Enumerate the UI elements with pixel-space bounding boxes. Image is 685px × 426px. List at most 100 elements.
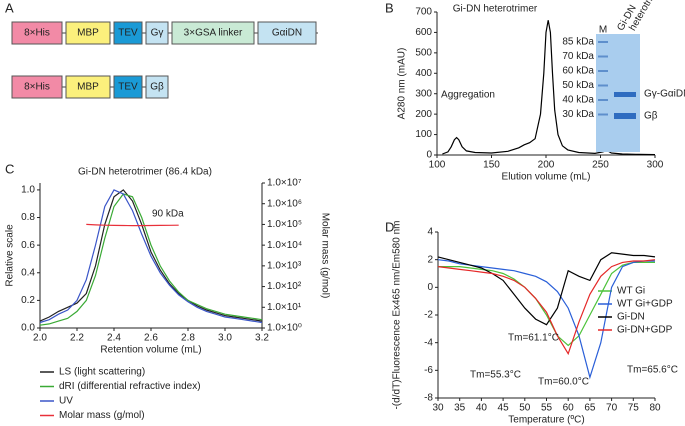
y2-tick-label: 1.0×10⁷ [267, 178, 302, 189]
lane-label: heterotrimer [627, 0, 664, 33]
marker-band [598, 99, 608, 101]
x-tick-label: 75 [628, 403, 640, 414]
annotation: Tm=65.6°C [627, 365, 678, 376]
legend-label: UV [59, 396, 73, 407]
data-line [39, 189, 263, 322]
data-line [39, 193, 263, 326]
x-tick-label: 2.4 [107, 333, 121, 344]
legend-label: WT Gi [617, 286, 645, 297]
annotation: Tm=61.1°C [508, 333, 559, 344]
panel-label: D [385, 219, 394, 234]
legend-label: LS (light scattering) [59, 367, 145, 378]
construct-box [145, 21, 169, 45]
y-tick-label: 0 [426, 150, 432, 161]
y-tick-label: 0.4 [21, 267, 35, 278]
data-line [442, 20, 656, 156]
legend-label: WT Gi+GDP [617, 299, 673, 310]
marker-band [598, 55, 608, 58]
y2-axis-label: Molar mass (g/mol) [319, 213, 330, 299]
construct-label: TEV [118, 82, 138, 93]
x-tick-label: 55 [541, 403, 553, 414]
x-tick-label: 150 [483, 160, 500, 171]
marker-band [598, 113, 608, 116]
x-axis-label: Elution volume (mL) [502, 172, 591, 183]
y-tick-label: 100 [415, 129, 432, 140]
marker-label: 50 kDa [562, 80, 594, 91]
x-tick-label: 65 [584, 403, 596, 414]
construct-box [113, 21, 143, 45]
annotation: 90 kDa [152, 209, 184, 220]
y-tick-label: 200 [415, 109, 432, 120]
x-tick-label: 3.2 [255, 333, 269, 344]
x-tick-label: 2.8 [181, 333, 195, 344]
x-tick-label: 60 [563, 403, 575, 414]
legend-label: Molar mass (g/mol) [59, 410, 145, 421]
construct-label: 8×His [24, 28, 50, 39]
annotation: Tm=60.0°C [538, 377, 589, 388]
y2-tick-label: 1.0×10¹ [267, 302, 302, 313]
y2-tick-label: 1.0×10⁵ [267, 219, 302, 230]
y2-tick-label: 1.0×10³ [267, 260, 302, 271]
y-tick-label: 0.0 [21, 323, 35, 334]
x-tick-label: 300 [647, 160, 664, 171]
construct-box [65, 75, 111, 99]
x-tick-label: 250 [592, 160, 609, 171]
x-tick-label: 50 [519, 403, 531, 414]
y-tick-label: 0.6 [21, 240, 35, 251]
construct-box [11, 75, 63, 99]
x-tick-label: 30 [432, 403, 444, 414]
construct-label: MBP [77, 82, 99, 93]
y-tick-label: -8 [424, 393, 433, 404]
y-axis-label: A280 nm (mAU) [397, 48, 408, 120]
annotation: Gi-DN heterotrimer [453, 4, 538, 15]
x-tick-label: 2.0 [33, 333, 47, 344]
construct-box [65, 21, 111, 45]
sample-band [614, 113, 636, 119]
y2-tick-label: 1.0×10⁰ [267, 323, 302, 334]
x-tick-label: 45 [498, 403, 510, 414]
data-line [438, 261, 655, 347]
data-line [86, 223, 179, 227]
construct-box [145, 75, 169, 99]
y-tick-label: 0.8 [21, 212, 35, 223]
x-tick-label: 70 [606, 403, 618, 414]
y-axis-label: -(d/dT)Fluorescence Ex465 nm/Em580 nm [392, 221, 403, 410]
marker-label: 60 kDa [562, 66, 594, 77]
sample-band [614, 92, 636, 97]
x-tick-label: 2.6 [144, 333, 158, 344]
y-tick-label: 700 [415, 7, 432, 18]
y-tick-label: 4 [427, 227, 433, 238]
data-line [39, 189, 263, 324]
y-tick-label: 2 [427, 254, 433, 265]
x-axis-label: Retention volume (mL) [100, 345, 201, 356]
y-tick-label: -6 [424, 365, 433, 376]
y-tick-label: 500 [415, 47, 432, 58]
annotation: Aggregation [441, 90, 495, 101]
y-tick-label: 600 [415, 27, 432, 38]
x-tick-label: 2.2 [70, 333, 84, 344]
x-tick-label: 100 [429, 160, 446, 171]
marker-band [598, 41, 608, 43]
x-tick-label: 80 [649, 403, 661, 414]
y-tick-label: 0 [427, 282, 433, 293]
construct-box [171, 21, 255, 45]
marker-band [598, 84, 608, 87]
construct-label: Gγ [151, 28, 164, 39]
y-axis-label: Relative scale [5, 224, 16, 287]
y2-tick-label: 1.0×10⁶ [267, 198, 302, 209]
y-tick-label: 300 [415, 88, 432, 99]
construct-box [257, 21, 317, 45]
construct-label: MBP [77, 28, 99, 39]
x-tick-label: 35 [454, 403, 466, 414]
construct-box [11, 21, 63, 45]
construct-box [113, 75, 143, 99]
y-tick-label: 400 [415, 68, 432, 79]
band-label: Gγ-GαiDN [644, 89, 685, 100]
legend-label: dRI (differential refractive index) [59, 381, 201, 392]
construct-label: TEV [118, 28, 138, 39]
x-axis-label: Temperature (ºC) [508, 415, 584, 426]
marker-label: 40 kDa [562, 95, 594, 106]
x-tick-label: 200 [538, 160, 555, 171]
band-label: Gβ [644, 111, 658, 122]
